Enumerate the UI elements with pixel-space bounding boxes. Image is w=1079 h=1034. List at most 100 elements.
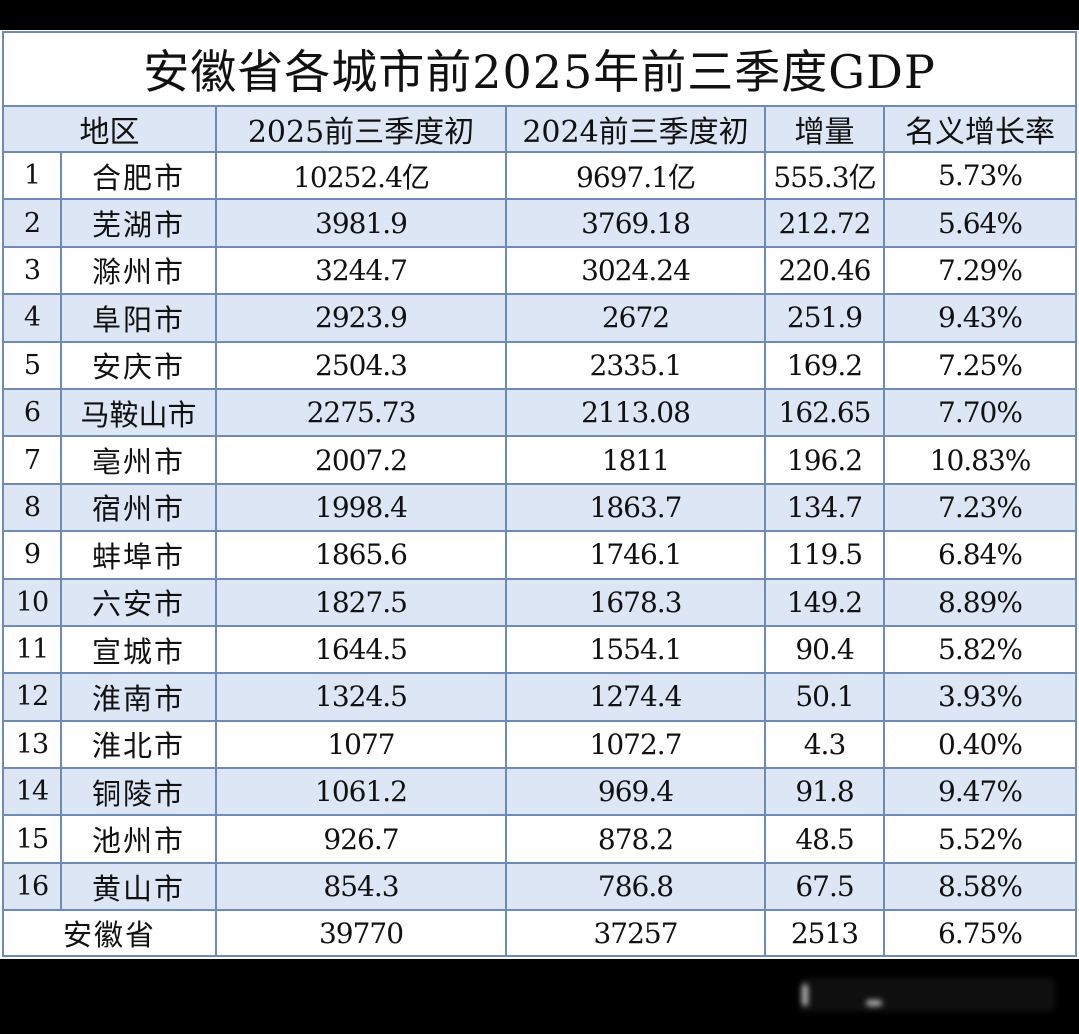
rank-cell: 4 — [2, 293, 62, 343]
gdp-2025-cell: 2504.3 — [215, 340, 507, 390]
gdp-table: 安徽省各城市前2025年前三季度GDP 地区 2025前三季度初 2024前三季… — [1, 31, 1078, 958]
header-increase: 增量 — [764, 105, 885, 153]
growth-rate-cell: 8.89% — [882, 577, 1078, 627]
city-cell: 合肥市 — [60, 150, 217, 201]
increase-cell: 220.46 — [764, 245, 885, 296]
watermark-logo-icon — [802, 984, 808, 1006]
gdp-2025-cell: 1644.5 — [215, 624, 507, 675]
growth-rate-cell: 0.40% — [882, 719, 1078, 770]
gdp-2025-cell: 854.3 — [215, 861, 507, 912]
growth-rate-cell: 7.70% — [882, 387, 1078, 438]
rank-cell: 12 — [2, 672, 62, 722]
gdp-2024-cell: 9697.1亿 — [505, 150, 766, 201]
table-row: 1 合肥市 10252.4亿 9697.1亿 555.3亿 5.73% — [2, 150, 1078, 201]
total-growth-rate-cell: 6.75% — [882, 909, 1078, 958]
header-gdp-2025: 2025前三季度初 — [215, 105, 507, 153]
gdp-2025-cell: 926.7 — [215, 814, 507, 864]
increase-cell: 90.4 — [764, 624, 885, 675]
table-row: 12 淮南市 1324.5 1274.4 50.1 3.93% — [2, 672, 1078, 722]
blurred-watermark — [800, 978, 1055, 1012]
header-row: 地区 2025前三季度初 2024前三季度初 增量 名义增长率 — [2, 105, 1078, 153]
growth-rate-cell: 7.29% — [882, 245, 1078, 296]
gdp-2024-cell: 2113.08 — [505, 387, 766, 438]
table-row: 3 滁州市 3244.7 3024.24 220.46 7.29% — [2, 245, 1078, 296]
rank-cell: 3 — [2, 245, 62, 296]
rank-cell: 14 — [2, 767, 62, 817]
city-cell: 铜陵市 — [60, 767, 217, 817]
header-growth-rate: 名义增长率 — [882, 105, 1078, 153]
city-cell: 滁州市 — [60, 245, 217, 296]
gdp-2024-cell: 1678.3 — [505, 577, 766, 627]
gdp-2024-cell: 1554.1 — [505, 624, 766, 675]
rank-cell: 8 — [2, 482, 62, 533]
gdp-2025-cell: 1827.5 — [215, 577, 507, 627]
city-cell: 淮南市 — [60, 672, 217, 722]
increase-cell: 48.5 — [764, 814, 885, 864]
gdp-2024-cell: 3024.24 — [505, 245, 766, 296]
gdp-2024-cell: 969.4 — [505, 767, 766, 817]
watermark-glyph-icon — [866, 1000, 882, 1006]
gdp-2025-cell: 1077 — [215, 719, 507, 770]
gdp-2024-cell: 878.2 — [505, 814, 766, 864]
growth-rate-cell: 9.47% — [882, 767, 1078, 817]
rank-cell: 16 — [2, 861, 62, 912]
table-row: 13 淮北市 1077 1072.7 4.3 0.40% — [2, 719, 1078, 770]
table-row: 16 黄山市 854.3 786.8 67.5 8.58% — [2, 861, 1078, 912]
table-row: 8 宿州市 1998.4 1863.7 134.7 7.23% — [2, 482, 1078, 533]
increase-cell: 169.2 — [764, 340, 885, 390]
city-cell: 宿州市 — [60, 482, 217, 533]
total-row: 安徽省 39770 37257 2513 6.75% — [2, 909, 1078, 958]
rank-cell: 9 — [2, 530, 62, 580]
gdp-2025-cell: 3244.7 — [215, 245, 507, 296]
table-row: 15 池州市 926.7 878.2 48.5 5.52% — [2, 814, 1078, 864]
gdp-2025-cell: 10252.4亿 — [215, 150, 507, 201]
gdp-2024-cell: 2672 — [505, 293, 766, 343]
gdp-2024-cell: 1274.4 — [505, 672, 766, 722]
gdp-2024-cell: 1811 — [505, 435, 766, 485]
rank-cell: 10 — [2, 577, 62, 627]
gdp-2024-cell: 2335.1 — [505, 340, 766, 390]
rank-cell: 7 — [2, 435, 62, 485]
city-cell: 安庆市 — [60, 340, 217, 390]
city-cell: 宣城市 — [60, 624, 217, 675]
increase-cell: 119.5 — [764, 530, 885, 580]
growth-rate-cell: 5.52% — [882, 814, 1078, 864]
table-row: 2 芜湖市 3981.9 3769.18 212.72 5.64% — [2, 198, 1078, 248]
growth-rate-cell: 7.23% — [882, 482, 1078, 533]
gdp-2024-cell: 1746.1 — [505, 530, 766, 580]
total-region-cell: 安徽省 — [2, 909, 217, 958]
city-cell: 马鞍山市 — [60, 387, 217, 438]
city-cell: 芜湖市 — [60, 198, 217, 248]
title-row: 安徽省各城市前2025年前三季度GDP — [1, 31, 1078, 107]
increase-cell: 50.1 — [764, 672, 885, 722]
gdp-2024-cell: 786.8 — [505, 861, 766, 912]
increase-cell: 212.72 — [764, 198, 885, 248]
table-row: 14 铜陵市 1061.2 969.4 91.8 9.47% — [2, 767, 1078, 817]
increase-cell: 67.5 — [764, 861, 885, 912]
city-cell: 亳州市 — [60, 435, 217, 485]
header-gdp-2024: 2024前三季度初 — [505, 105, 766, 153]
city-cell: 黄山市 — [60, 861, 217, 912]
growth-rate-cell: 5.82% — [882, 624, 1078, 675]
rank-cell: 1 — [2, 150, 62, 201]
increase-cell: 134.7 — [764, 482, 885, 533]
table-row: 4 阜阳市 2923.9 2672 251.9 9.43% — [2, 293, 1078, 343]
rank-cell: 13 — [2, 719, 62, 770]
growth-rate-cell: 10.83% — [882, 435, 1078, 485]
growth-rate-cell: 9.43% — [882, 293, 1078, 343]
rank-cell: 2 — [2, 198, 62, 248]
gdp-table-sheet: 安徽省各城市前2025年前三季度GDP 地区 2025前三季度初 2024前三季… — [0, 30, 1079, 959]
header-region: 地区 — [2, 105, 217, 153]
rank-cell: 6 — [2, 387, 62, 438]
increase-cell: 91.8 — [764, 767, 885, 817]
gdp-2025-cell: 1061.2 — [215, 767, 507, 817]
increase-cell: 162.65 — [764, 387, 885, 438]
city-cell: 六安市 — [60, 577, 217, 627]
city-cell: 池州市 — [60, 814, 217, 864]
table-row: 6 马鞍山市 2275.73 2113.08 162.65 7.70% — [2, 387, 1078, 438]
rank-cell: 15 — [2, 814, 62, 864]
total-gdp-2025-cell: 39770 — [215, 909, 507, 958]
gdp-2025-cell: 1324.5 — [215, 672, 507, 722]
growth-rate-cell: 7.25% — [882, 340, 1078, 390]
increase-cell: 251.9 — [764, 293, 885, 343]
